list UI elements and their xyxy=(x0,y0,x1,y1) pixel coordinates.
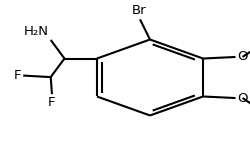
Text: Br: Br xyxy=(132,4,146,17)
Text: O: O xyxy=(237,51,247,63)
Text: F: F xyxy=(14,69,22,82)
Text: O: O xyxy=(237,92,247,104)
Text: F: F xyxy=(48,96,56,109)
Text: H₂N: H₂N xyxy=(24,25,49,38)
